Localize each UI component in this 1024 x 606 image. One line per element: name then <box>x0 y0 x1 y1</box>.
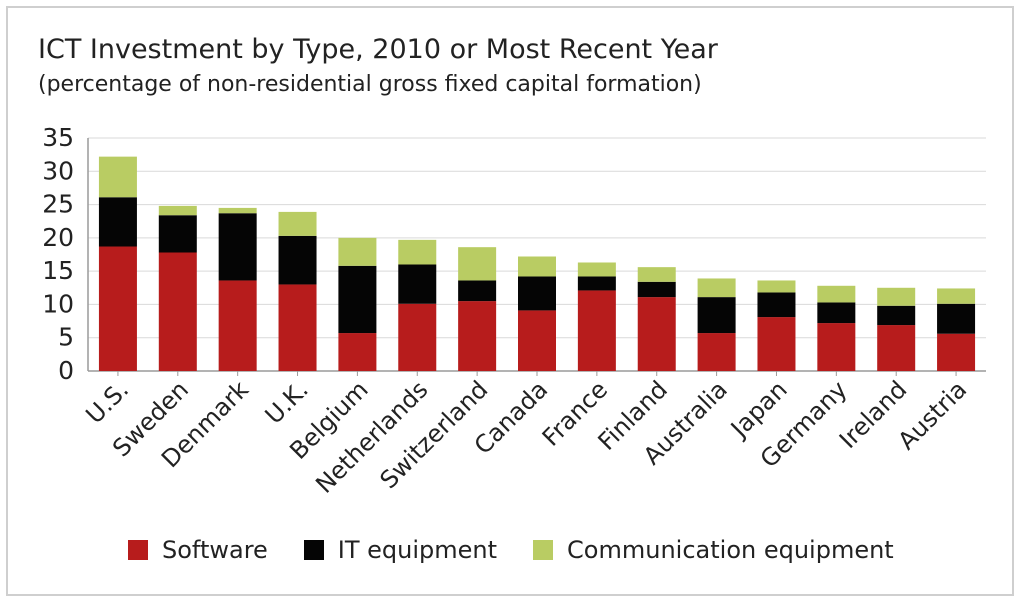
bar-communication-equipment <box>338 237 377 266</box>
bar-it-equipment <box>518 276 556 311</box>
y-tick-label: 0 <box>58 356 74 385</box>
y-tick-label: 5 <box>58 323 74 352</box>
bar-software <box>338 333 377 371</box>
bar-it-equipment <box>577 276 616 291</box>
bar-it-equipment <box>877 305 916 326</box>
legend-label-software: Software <box>162 536 268 564</box>
legend-label-it-equipment: IT equipment <box>337 536 498 564</box>
bar-communication-equipment <box>697 278 736 298</box>
legend-label-communication-equipment: Communication equipment <box>567 536 894 564</box>
bar-communication-equipment <box>637 267 676 282</box>
legend-swatch-it-equipment <box>303 540 324 560</box>
bar-communication-equipment <box>817 285 856 303</box>
chart-title: ICT Investment by Type, 2010 or Most Rec… <box>38 34 718 65</box>
y-tick-label: 35 <box>42 123 74 152</box>
legend-swatch-software <box>128 540 148 560</box>
y-tick-label: 10 <box>42 289 74 318</box>
bar-communication-equipment <box>398 239 437 265</box>
bar-it-equipment <box>817 302 856 324</box>
bar-software <box>697 333 736 371</box>
bar-software <box>98 246 137 371</box>
bar-software <box>637 297 676 371</box>
bar-software <box>398 303 437 371</box>
legend-swatch-communication-equipment <box>533 540 554 560</box>
bar-software <box>458 301 497 371</box>
bar-it-equipment <box>937 303 976 334</box>
bar-communication-equipment <box>278 211 317 236</box>
bar-it-equipment <box>637 281 676 298</box>
legend-item-software: Software <box>128 536 268 564</box>
bar-communication-equipment <box>518 256 556 277</box>
bar-it-equipment <box>458 280 497 302</box>
bar-communication-equipment <box>937 288 976 304</box>
legend-item-it-equipment: IT equipment <box>303 536 498 564</box>
y-tick-label: 20 <box>42 223 74 252</box>
bar-communication-equipment <box>158 205 197 216</box>
bar-communication-equipment <box>98 156 137 198</box>
bar-it-equipment <box>98 197 137 247</box>
chart-subtitle: (percentage of non-residential gross fix… <box>38 72 702 97</box>
bar-software <box>577 290 616 371</box>
bar-it-equipment <box>757 292 796 318</box>
bar-it-equipment <box>338 265 377 334</box>
y-tick-label: 15 <box>42 256 74 285</box>
bar-it-equipment <box>697 297 736 334</box>
bar-software <box>877 325 916 371</box>
bar-it-equipment <box>218 213 257 281</box>
bar-communication-equipment <box>218 207 257 214</box>
bar-software <box>158 252 197 371</box>
bar-it-equipment <box>398 264 437 304</box>
legend-item-communication-equipment: Communication equipment <box>533 536 894 564</box>
bar-software <box>817 323 856 371</box>
y-tick-label: 25 <box>42 190 74 219</box>
bar-software <box>518 310 556 371</box>
bar-software <box>218 280 257 371</box>
chart-legend: Software IT equipment Communication equi… <box>128 532 930 568</box>
bar-software <box>278 284 317 371</box>
bar-communication-equipment <box>458 247 497 281</box>
y-tick-label: 30 <box>42 156 74 185</box>
x-tick-label: U.S. <box>80 375 134 429</box>
bar-it-equipment <box>158 215 197 253</box>
bar-communication-equipment <box>577 262 616 277</box>
bar-communication-equipment <box>757 280 796 293</box>
bar-it-equipment <box>278 235 317 285</box>
bar-software <box>757 317 796 371</box>
bar-communication-equipment <box>877 287 916 306</box>
x-tick-label: U.K. <box>260 375 314 429</box>
bar-software <box>937 333 976 371</box>
